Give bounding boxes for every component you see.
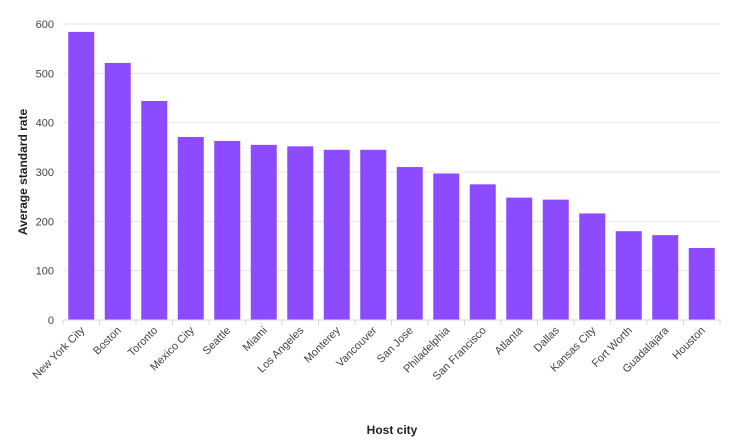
y-tick-label: 100 xyxy=(36,266,54,278)
x-axis-title: Host city xyxy=(367,423,418,437)
bar[interactable] xyxy=(469,184,496,320)
x-tick-label: Boston xyxy=(91,325,124,358)
bar[interactable] xyxy=(177,136,204,320)
gridlines xyxy=(63,23,720,272)
x-tick-label: New York City xyxy=(30,324,87,381)
bar[interactable] xyxy=(323,149,350,320)
y-axis-title: Average standard rate xyxy=(16,109,30,236)
x-tick-label: Atlanta xyxy=(493,324,526,357)
y-tick-label: 600 xyxy=(36,19,54,31)
bar[interactable] xyxy=(68,31,95,320)
bar[interactable] xyxy=(360,149,387,320)
x-tick-label: Dallas xyxy=(532,324,562,354)
bar[interactable] xyxy=(214,140,241,320)
x-tick-label: Houston xyxy=(670,325,707,362)
bar[interactable] xyxy=(433,173,460,320)
bar[interactable] xyxy=(250,144,277,320)
x-tick-label: Vancouver xyxy=(334,324,379,369)
bar[interactable] xyxy=(287,146,314,320)
bar[interactable] xyxy=(688,247,715,320)
y-tick-label: 400 xyxy=(36,118,54,130)
y-tick-label: 300 xyxy=(36,167,54,179)
bar[interactable] xyxy=(506,197,533,320)
y-tick-label: 0 xyxy=(48,315,54,327)
y-axis-ticks: 0 100 200 300 400 500 600 xyxy=(36,19,54,327)
x-tick-label: Seattle xyxy=(201,325,234,358)
bar[interactable] xyxy=(396,167,423,320)
bar[interactable] xyxy=(652,235,679,320)
x-tick-label: Toronto xyxy=(126,325,160,359)
bar[interactable] xyxy=(615,231,642,320)
bar[interactable] xyxy=(579,213,606,320)
bar[interactable] xyxy=(104,62,131,321)
bar[interactable] xyxy=(141,100,168,321)
bar[interactable] xyxy=(542,199,569,320)
y-tick-label: 500 xyxy=(36,68,54,80)
x-tick-label: Miami xyxy=(241,325,270,354)
bars xyxy=(68,31,715,321)
y-tick-label: 200 xyxy=(36,216,54,228)
